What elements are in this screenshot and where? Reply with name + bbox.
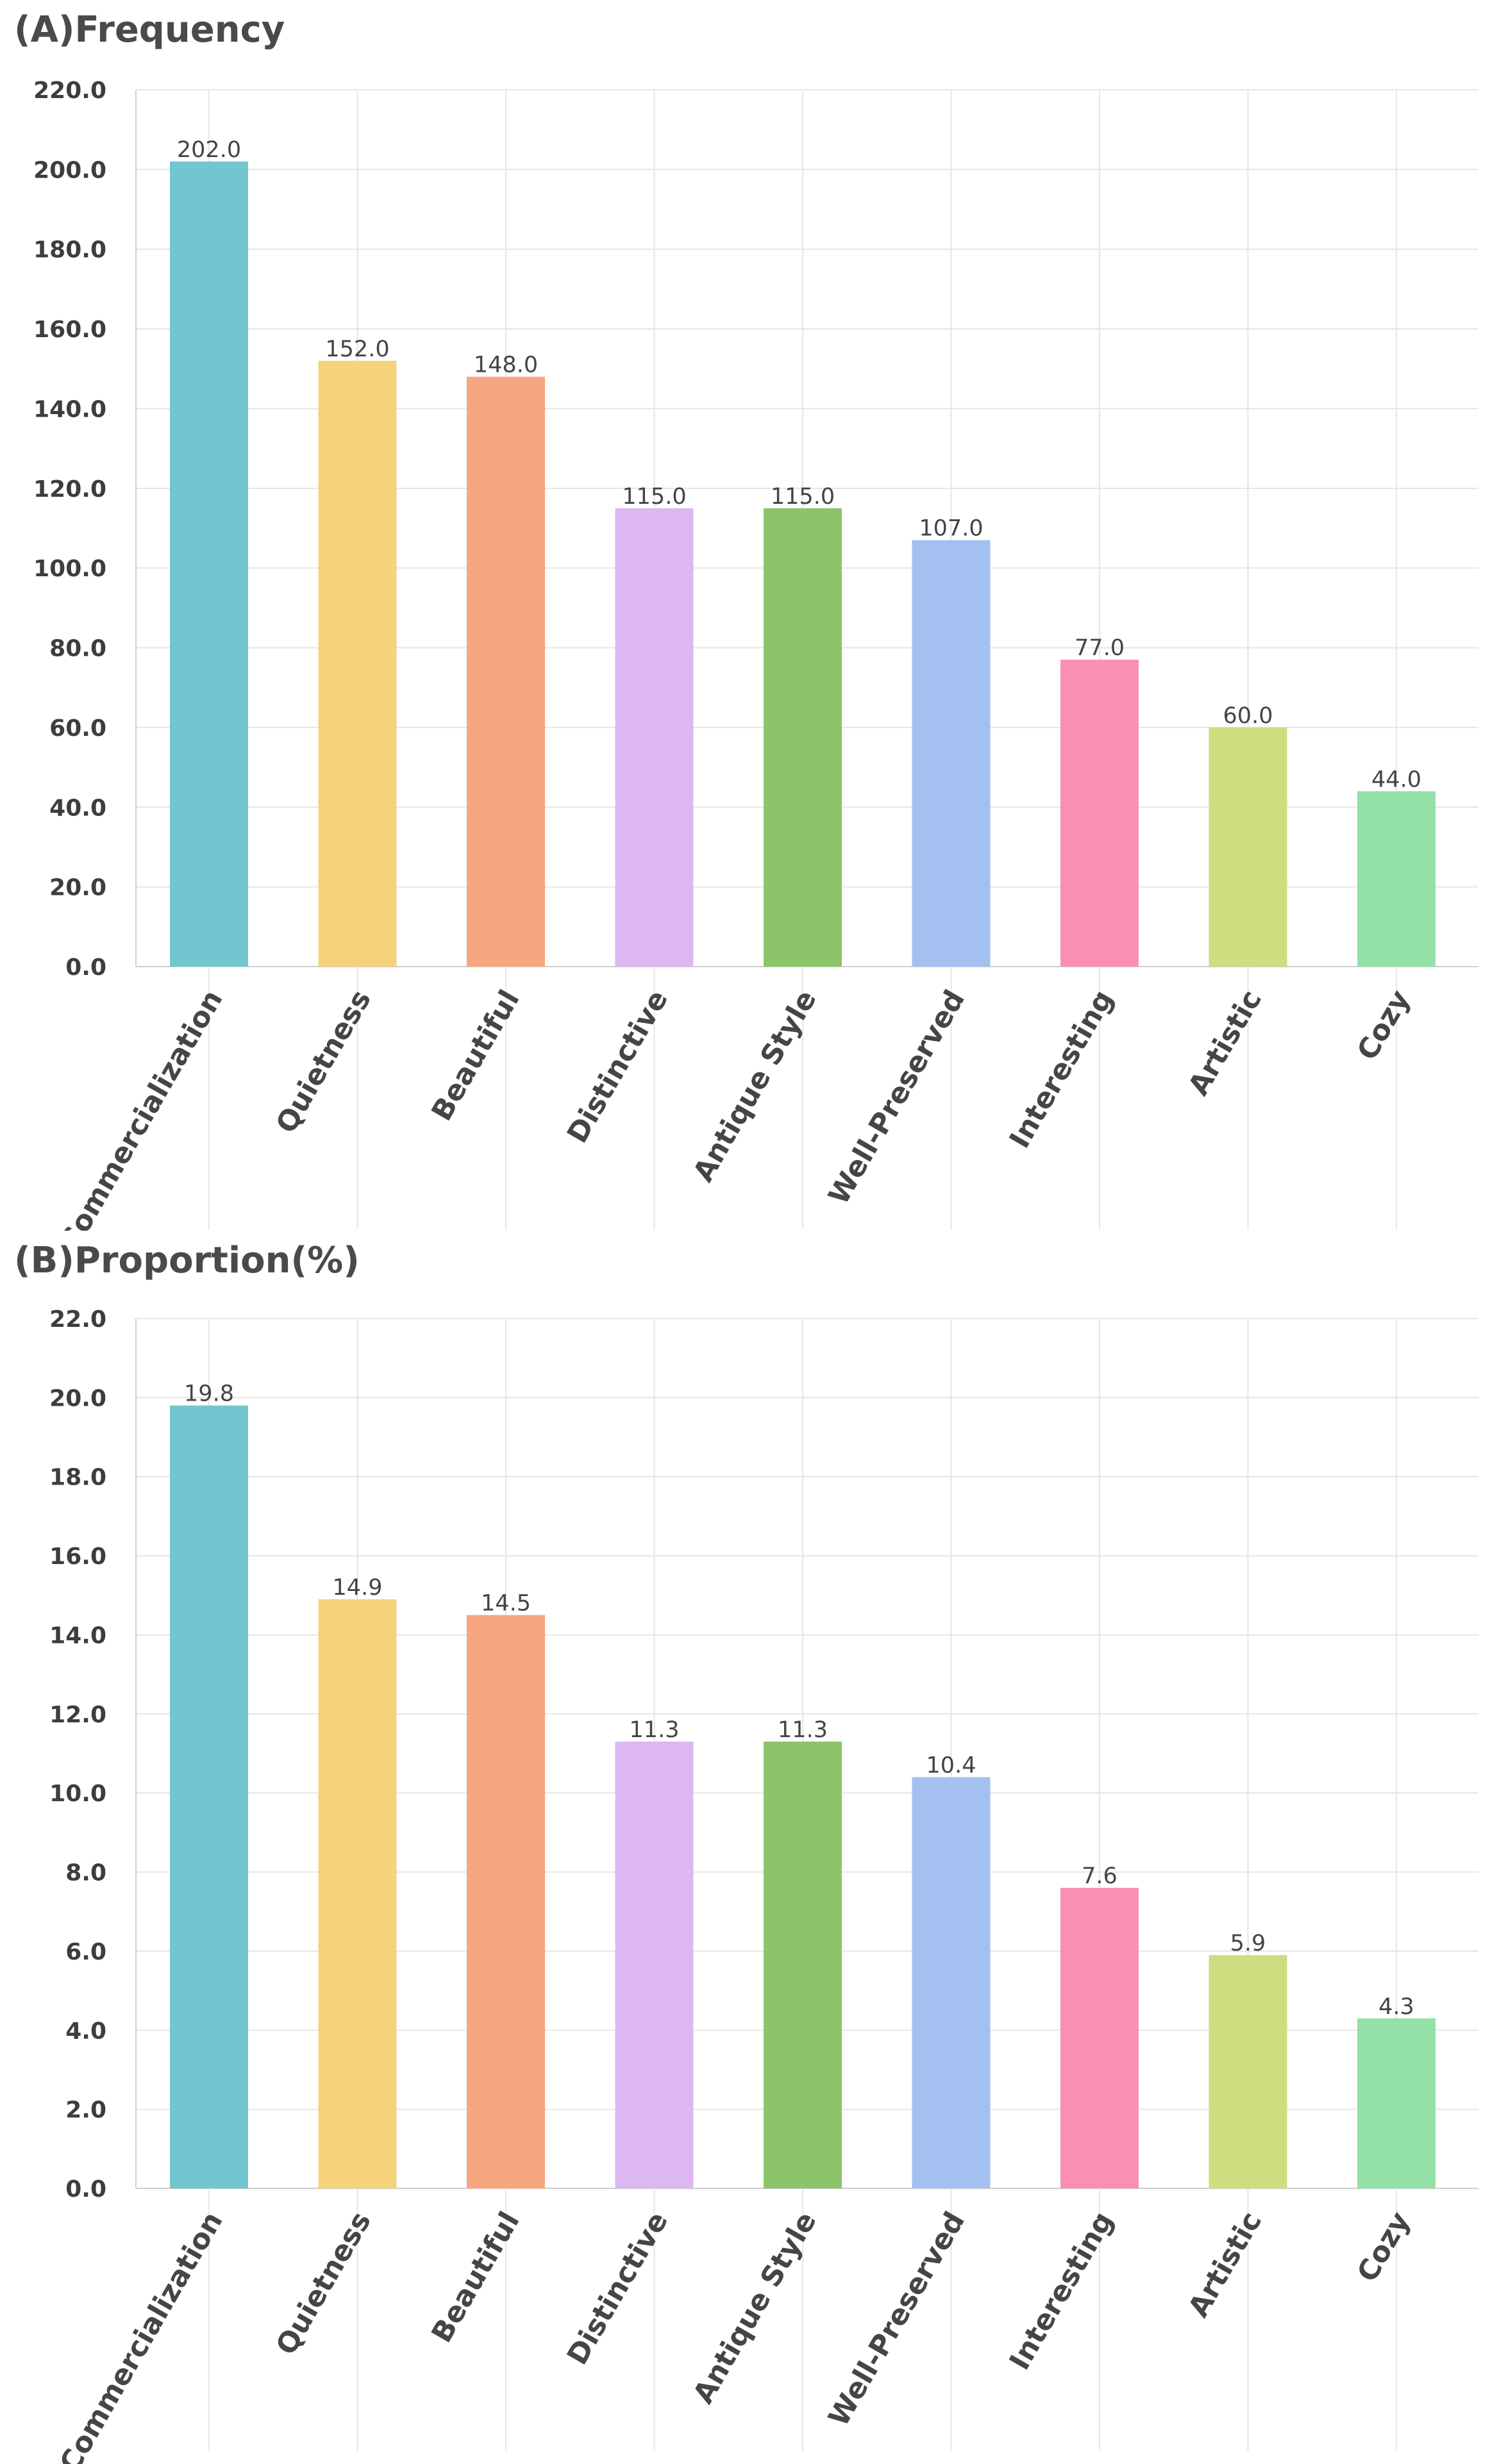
bar [1209, 1955, 1287, 2188]
data-label: 77.0 [1075, 635, 1125, 661]
bar [1060, 660, 1139, 967]
bar [467, 376, 545, 967]
data-label: 44.0 [1371, 767, 1421, 792]
x-category-label: Commercialization [53, 985, 229, 1231]
y-tick-label: 0.0 [65, 2176, 106, 2202]
y-tick-label: 6.0 [65, 1939, 106, 1965]
data-label: 148.0 [474, 353, 538, 378]
bar [467, 1615, 545, 2188]
y-tick-label: 8.0 [65, 1860, 106, 1886]
data-label: 7.6 [1082, 1863, 1118, 1889]
chart-title: (A)Frequency [14, 9, 285, 51]
y-tick-label: 2.0 [65, 2097, 106, 2124]
x-category-label: Artistic [1182, 2206, 1268, 2323]
data-label: 4.3 [1378, 1994, 1414, 2020]
y-tick-label: 200.0 [33, 157, 106, 183]
y-tick-label: 20.0 [49, 875, 106, 901]
x-category-label: Interesting [1003, 2206, 1120, 2376]
y-tick-label: 12.0 [49, 1702, 106, 1728]
data-label: 19.8 [184, 1381, 234, 1407]
y-tick-label: 120.0 [33, 476, 106, 503]
y-tick-label: 160.0 [33, 317, 106, 343]
proportion-chart: 0.0 2.0 4.0 6.0 8.0 10.0 12.0 14.0 16.0 18.0 20.0 2… [49, 1306, 1478, 2464]
x-category-label: Commercialization [53, 2206, 229, 2464]
data-label: 14.9 [333, 1575, 383, 1601]
y-tick-label: 180.0 [33, 237, 106, 263]
x-category-label: Well-Preserved [822, 2206, 971, 2432]
bar [615, 508, 694, 967]
y-tick-label: 140.0 [33, 396, 106, 422]
data-label: 115.0 [622, 484, 686, 510]
frequency-chart-panel: (A)Frequency 0.0 20.0 40.0 60.0 80.0 100.0 120… [0, 0, 1490, 1231]
y-tick-label: 40.0 [49, 795, 106, 821]
proportion-chart-panel: (B)Proportion(%) 0.0 2.0 4.0 6.0 8.0 10.0 12.0… [0, 1231, 1490, 2464]
data-label: 115.0 [771, 484, 835, 510]
x-category-label: Distinctive [561, 2206, 674, 2370]
x-category-label: Beautiful [425, 2206, 526, 2348]
bar [170, 1405, 248, 2188]
bar [1209, 727, 1287, 967]
x-category-label: Quietness [270, 985, 378, 1138]
data-label: 152.0 [325, 337, 389, 362]
y-tick-label: 0.0 [65, 954, 106, 981]
data-label: 11.3 [778, 1717, 828, 1743]
x-category-label: Beautiful [425, 985, 526, 1126]
y-tick-label: 220.0 [33, 78, 106, 104]
y-tick-label: 20.0 [49, 1385, 106, 1411]
bar [912, 1777, 991, 2188]
y-tick-label: 60.0 [49, 715, 106, 742]
y-tick-label: 4.0 [65, 2018, 106, 2044]
x-category-label: Artistic [1182, 985, 1268, 1101]
data-label: 10.4 [926, 1753, 976, 1779]
bar [1060, 1888, 1139, 2188]
data-label: 11.3 [630, 1717, 680, 1743]
x-category-label: Well-Preserved [822, 985, 971, 1210]
bar [318, 1599, 397, 2188]
bar [615, 1741, 694, 2188]
y-tick-label: 80.0 [49, 636, 106, 662]
x-category-label: Cozy [1351, 985, 1417, 1066]
frequency-chart: 0.0 20.0 40.0 60.0 80.0 100.0 120.0 140.0 160.0 1… [33, 78, 1478, 1231]
data-label: 5.9 [1230, 1931, 1266, 1956]
x-category-label: Quietness [270, 2206, 378, 2360]
data-label: 107.0 [919, 516, 983, 542]
y-tick-label: 100.0 [33, 556, 106, 582]
data-label: 202.0 [177, 137, 241, 163]
y-tick-label: 22.0 [49, 1306, 106, 1333]
bar [764, 508, 842, 967]
y-tick-label: 10.0 [49, 1781, 106, 1807]
bar [1357, 2018, 1436, 2188]
bar [170, 161, 248, 967]
x-category-label: Cozy [1351, 2206, 1417, 2288]
x-category-label: Distinctive [561, 985, 674, 1149]
data-label: 14.5 [481, 1591, 531, 1617]
x-category-label: Interesting [1003, 985, 1120, 1154]
y-tick-label: 18.0 [49, 1465, 106, 1491]
bar [318, 360, 397, 967]
bar [912, 540, 991, 967]
y-tick-label: 14.0 [49, 1622, 106, 1649]
data-label: 60.0 [1223, 703, 1273, 729]
chart-title: (B)Proportion(%) [14, 1240, 360, 1281]
bar [764, 1741, 842, 2188]
y-tick-label: 16.0 [49, 1544, 106, 1570]
bar [1357, 791, 1436, 967]
